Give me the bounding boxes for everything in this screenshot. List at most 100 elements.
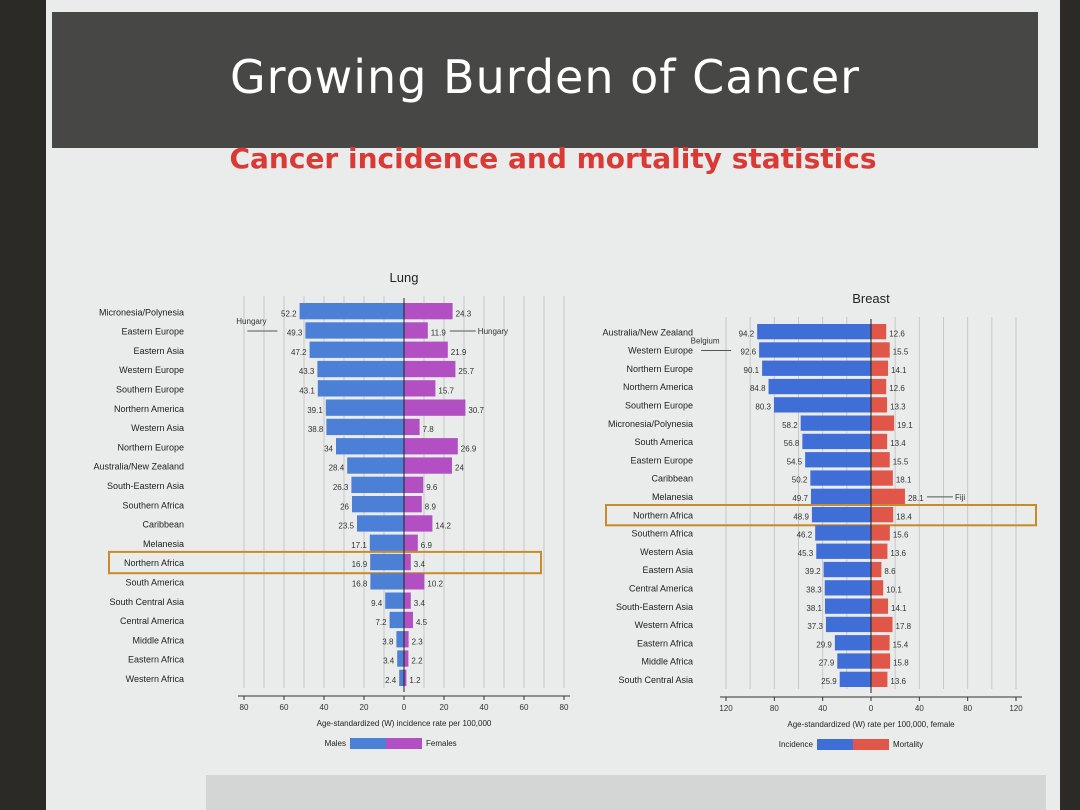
bar-males bbox=[357, 515, 404, 532]
x-tick-label: 80 bbox=[963, 704, 972, 713]
data-label: 39.2 bbox=[805, 567, 821, 576]
data-label: 26.9 bbox=[461, 444, 477, 453]
x-tick-label: 120 bbox=[1009, 704, 1023, 713]
bar-females bbox=[404, 611, 413, 629]
legend-label: Females bbox=[426, 739, 457, 748]
data-label: 49.3 bbox=[287, 329, 303, 338]
data-label: 24 bbox=[455, 464, 464, 473]
x-tick-label: 80 bbox=[240, 703, 249, 712]
bar-mortality bbox=[871, 616, 893, 633]
category-label: South America bbox=[125, 578, 184, 588]
bar-females bbox=[404, 360, 456, 378]
data-label: 38.8 bbox=[308, 425, 324, 434]
bar-incidence bbox=[810, 488, 871, 504]
data-label: 15.5 bbox=[893, 348, 909, 357]
data-label: 3.4 bbox=[383, 657, 395, 666]
data-label: 84.8 bbox=[750, 384, 766, 393]
bar-females bbox=[404, 631, 409, 648]
data-label: 15.8 bbox=[893, 659, 909, 668]
title-bar: Growing Burden of Cancer bbox=[52, 12, 1038, 148]
bar-incidence bbox=[815, 525, 871, 541]
x-tick-label: 40 bbox=[818, 704, 827, 713]
bar-females bbox=[404, 399, 466, 416]
data-label: 11.9 bbox=[431, 329, 447, 338]
bar-incidence bbox=[823, 561, 871, 578]
bar-incidence bbox=[810, 470, 871, 486]
bar-mortality bbox=[871, 525, 890, 541]
legend-swatch bbox=[386, 738, 422, 749]
category-label: Caribbean bbox=[651, 474, 693, 484]
data-label: 2.4 bbox=[385, 676, 397, 685]
category-label: Western Asia bbox=[131, 423, 184, 433]
bar-mortality bbox=[871, 507, 894, 523]
chart-title: Lung bbox=[390, 270, 419, 285]
data-label: 9.4 bbox=[371, 599, 383, 608]
breast-chart: Breast Australia/New Zealand 94.2 12.6 Weste… bbox=[602, 291, 1037, 750]
chart-title: Breast bbox=[852, 291, 890, 306]
lung-chart: Lung Micronesia/Polynesia 52.2 24.3 Eastern … bbox=[93, 270, 570, 749]
data-label: 30.7 bbox=[468, 406, 484, 415]
bar-females bbox=[404, 592, 411, 609]
legend-label: Mortality bbox=[893, 740, 923, 749]
category-label: South America bbox=[634, 437, 693, 447]
bar-incidence bbox=[802, 433, 871, 450]
category-label: South Central Asia bbox=[618, 675, 693, 685]
bar-mortality bbox=[871, 561, 882, 578]
category-label: Western Africa bbox=[126, 674, 184, 684]
data-label: 13.3 bbox=[890, 403, 906, 412]
data-label: 1.2 bbox=[409, 676, 421, 685]
data-label: 8.6 bbox=[884, 567, 896, 576]
bar-males bbox=[309, 341, 404, 358]
data-label: 52.2 bbox=[281, 309, 297, 318]
bar-incidence bbox=[811, 507, 871, 523]
data-label: 15.5 bbox=[893, 457, 909, 466]
bar-males bbox=[399, 669, 404, 686]
data-label: 17.8 bbox=[896, 622, 912, 631]
data-label: 16.8 bbox=[352, 580, 368, 589]
bar-mortality bbox=[871, 360, 889, 376]
x-tick-label: 80 bbox=[770, 704, 779, 713]
data-label: 34 bbox=[324, 444, 333, 453]
bar-females bbox=[404, 303, 453, 320]
data-label: 80.3 bbox=[755, 403, 771, 412]
data-label: 29.9 bbox=[816, 640, 832, 649]
bar-males bbox=[397, 650, 404, 667]
data-label: 54.5 bbox=[787, 457, 803, 466]
data-label: 94.2 bbox=[739, 329, 755, 338]
bar-mortality bbox=[871, 342, 890, 358]
data-label: 90.1 bbox=[744, 366, 760, 375]
category-label: Northern Europe bbox=[117, 442, 184, 452]
data-label: 10.1 bbox=[886, 586, 902, 595]
data-label: 8.9 bbox=[425, 502, 437, 511]
data-label: 13.6 bbox=[890, 549, 906, 558]
x-tick-label: 80 bbox=[560, 703, 569, 712]
bar-males bbox=[326, 418, 404, 436]
bar-incidence bbox=[825, 616, 871, 633]
bar-incidence bbox=[800, 415, 871, 431]
highlight-box bbox=[108, 550, 542, 575]
data-label: 47.2 bbox=[291, 348, 307, 357]
annotation-label: Fiji bbox=[955, 493, 965, 502]
bar-females bbox=[404, 457, 452, 474]
data-label: 15.4 bbox=[893, 640, 909, 649]
data-label: 12.6 bbox=[889, 384, 905, 393]
legend-swatch bbox=[350, 738, 386, 749]
category-label: Eastern Asia bbox=[642, 565, 693, 575]
category-label: Southern Europe bbox=[116, 385, 184, 395]
bar-females bbox=[404, 650, 409, 667]
bar-males bbox=[351, 476, 404, 493]
x-tick-label: 60 bbox=[520, 703, 529, 712]
bar-mortality bbox=[871, 324, 887, 340]
data-label: 14.1 bbox=[891, 604, 907, 613]
annotation-label: Hungary bbox=[478, 327, 508, 336]
data-label: 25.9 bbox=[821, 677, 837, 686]
slide-footer-bar bbox=[206, 775, 1046, 810]
data-label: 3.4 bbox=[414, 599, 426, 608]
bar-incidence bbox=[773, 397, 871, 413]
bar-females bbox=[404, 322, 428, 339]
slide: Growing Burden of Cancer Cancer incidenc… bbox=[46, 0, 1060, 810]
data-label: 58.2 bbox=[782, 421, 798, 430]
bar-males bbox=[299, 303, 404, 320]
data-label: 48.9 bbox=[793, 512, 809, 521]
category-label: Western Europe bbox=[119, 365, 184, 375]
